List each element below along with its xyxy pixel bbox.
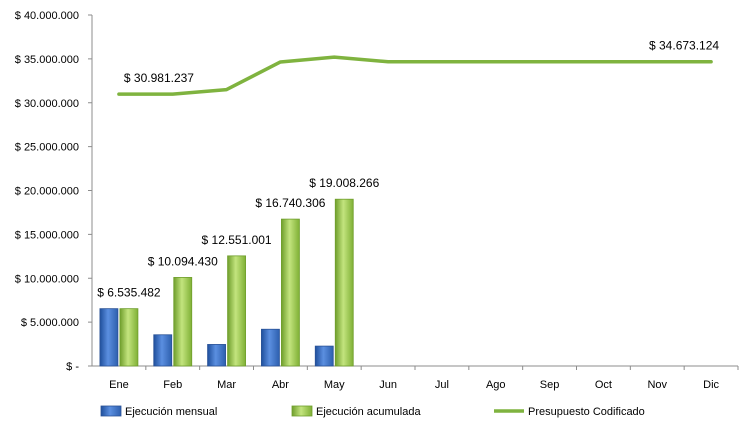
x-tick-label: Jul <box>435 379 449 391</box>
y-tick-label: $ 10.000.000 <box>15 273 79 285</box>
data-label: $ 12.551.001 <box>202 233 272 247</box>
y-tick-label: $ 35.000.000 <box>15 54 79 66</box>
legend-ejecucion-acumulada-label: Ejecución acumulada <box>316 406 421 418</box>
y-tick-label: $ 20.000.000 <box>15 186 79 198</box>
x-tick-label: Nov <box>647 379 667 391</box>
bar-ejecucion-mensual <box>314 345 334 367</box>
data-label: $ 34.673.124 <box>649 39 719 53</box>
y-tick-label: $ 5.000.000 <box>21 317 79 329</box>
bar-ejecucion-mensual <box>207 344 226 367</box>
legend-ejecucion-mensual-label: Ejecución mensual <box>125 406 217 418</box>
data-label: $ 10.094.430 <box>148 254 218 268</box>
lines <box>117 55 713 96</box>
bar-ejecucion-acumulada <box>119 308 139 367</box>
x-tick-label: Ago <box>486 379 506 391</box>
x-tick-label: Dic <box>703 379 719 391</box>
y-tick-label: $ 15.000.000 <box>15 229 79 241</box>
y-tick-label: $ - <box>66 361 79 373</box>
x-tick-label: Jun <box>379 379 397 391</box>
legend-presupuesto-codificado-label: Presupuesto Codificado <box>528 406 645 418</box>
bar-ejecucion-acumulada <box>227 255 246 367</box>
bar-ejecucion-acumulada <box>173 277 193 367</box>
data-labels: $ 6.535.482 $ 10.094.430 $ 12.551.001 $ 16.… <box>97 39 719 300</box>
x-tick-label: Sep <box>540 379 560 391</box>
x-tick-label: Ene <box>109 379 129 391</box>
y-tick-label: $ 25.000.000 <box>15 142 79 154</box>
bars <box>99 198 354 367</box>
y-tick-label: $ 40.000.000 <box>15 10 79 22</box>
data-label: $ 16.740.306 <box>255 196 325 210</box>
bar-ejecucion-acumulada <box>281 218 300 367</box>
legend: Ejecución mensual Ejecución acumulada Pres… <box>100 405 645 418</box>
bar-ejecucion-mensual <box>153 334 173 367</box>
data-label: $ 19.008.266 <box>309 176 379 190</box>
x-tick-label: Oct <box>595 379 612 391</box>
bar-ejecucion-mensual <box>99 308 119 367</box>
x-tick-label: Feb <box>163 379 182 391</box>
x-tick-label: Abr <box>272 379 289 391</box>
bar-ejecucion-mensual <box>261 328 280 367</box>
axes: $ - $ 5.000.000 $ 10.000.000 $ 15.000.000 $ … <box>15 10 739 391</box>
bar-ejecucion-acumulada <box>334 198 354 367</box>
y-tick-label: $ 30.000.000 <box>15 98 79 110</box>
x-tick-label: May <box>324 379 345 391</box>
legend-ejecucion-acumulada-swatch <box>291 405 313 417</box>
data-label: $ 6.535.482 <box>97 286 161 300</box>
line-presupuesto-codificado <box>117 55 713 96</box>
data-label: $ 30.981.237 <box>124 71 194 85</box>
x-tick-label: Mar <box>217 379 236 391</box>
legend-ejecucion-mensual-swatch <box>100 405 122 417</box>
